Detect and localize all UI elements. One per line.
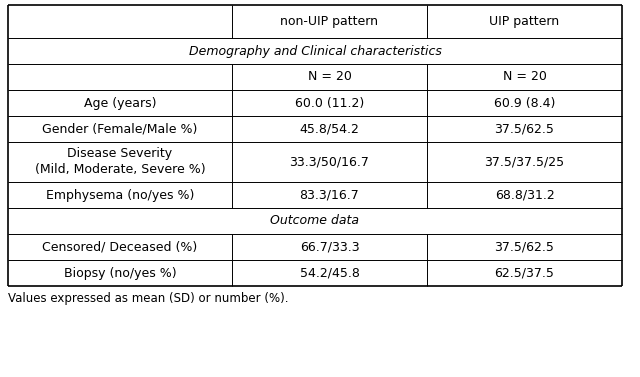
Text: Emphysema (no/yes %): Emphysema (no/yes %) <box>46 188 194 201</box>
Text: Values expressed as mean (SD) or number (%).: Values expressed as mean (SD) or number … <box>8 292 289 305</box>
Text: 60.9 (8.4): 60.9 (8.4) <box>494 97 555 109</box>
Text: Disease Severity
(Mild, Moderate, Severe %): Disease Severity (Mild, Moderate, Severe… <box>35 147 205 176</box>
Text: Age (years): Age (years) <box>84 97 156 109</box>
Text: N = 20: N = 20 <box>502 70 547 83</box>
Text: 62.5/37.5: 62.5/37.5 <box>495 267 554 279</box>
Text: Outcome data: Outcome data <box>271 215 360 227</box>
Text: Censored/ Deceased (%): Censored/ Deceased (%) <box>42 241 198 253</box>
Text: 33.3/50/16.7: 33.3/50/16.7 <box>289 155 369 169</box>
Text: 45.8/54.2: 45.8/54.2 <box>300 123 360 135</box>
Text: 37.5/37.5/25: 37.5/37.5/25 <box>484 155 564 169</box>
Text: Biopsy (no/yes %): Biopsy (no/yes %) <box>64 267 176 279</box>
Text: 66.7/33.3: 66.7/33.3 <box>300 241 359 253</box>
Text: 60.0 (11.2): 60.0 (11.2) <box>295 97 364 109</box>
Text: Gender (Female/Male %): Gender (Female/Male %) <box>42 123 198 135</box>
Text: Demography and Clinical characteristics: Demography and Clinical characteristics <box>189 44 442 58</box>
Text: N = 20: N = 20 <box>308 70 351 83</box>
Text: 54.2/45.8: 54.2/45.8 <box>300 267 360 279</box>
Text: 68.8/31.2: 68.8/31.2 <box>495 188 554 201</box>
Text: 37.5/62.5: 37.5/62.5 <box>495 123 554 135</box>
Text: non-UIP pattern: non-UIP pattern <box>280 15 378 28</box>
Text: 37.5/62.5: 37.5/62.5 <box>495 241 554 253</box>
Text: 83.3/16.7: 83.3/16.7 <box>300 188 360 201</box>
Text: UIP pattern: UIP pattern <box>490 15 559 28</box>
